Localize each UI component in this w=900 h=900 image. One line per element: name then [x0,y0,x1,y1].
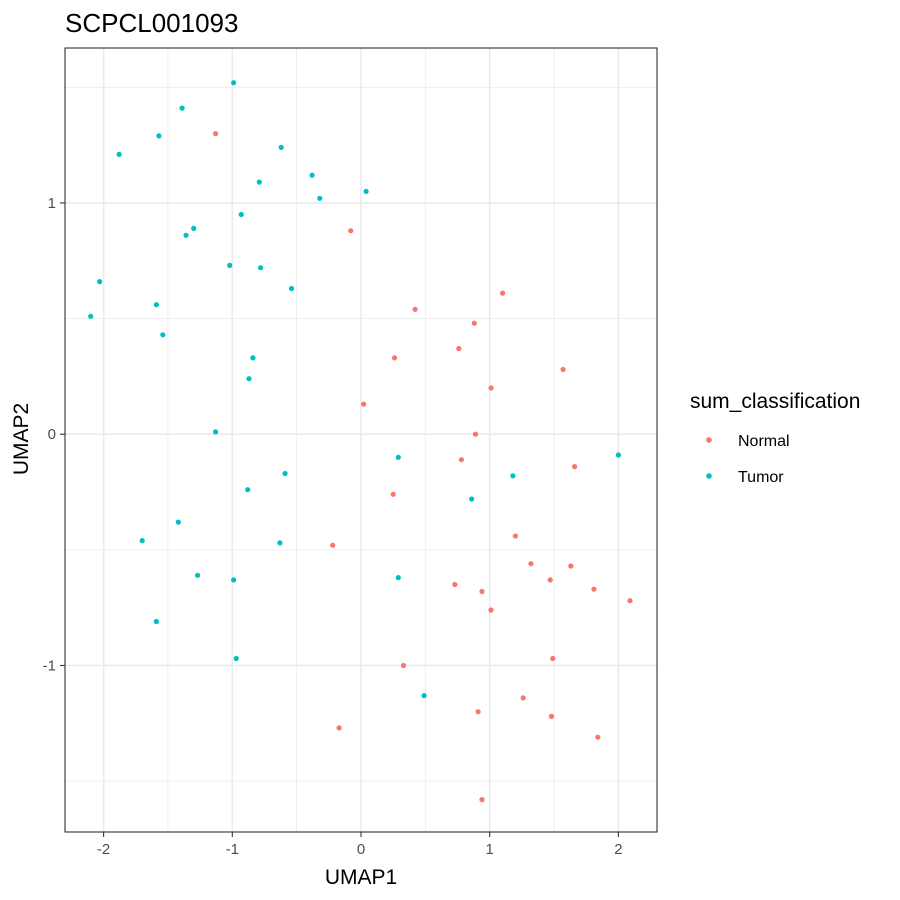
data-point-normal [568,563,574,569]
x-tick-label: 2 [614,841,622,858]
data-point-tumor [277,540,283,546]
data-point-tumor [363,188,369,194]
data-point-tumor [231,577,237,583]
major-gridlines [65,48,657,832]
data-point-tumor [421,693,427,699]
y-axis-title: UMAP2 [10,403,33,475]
data-point-normal [336,725,342,731]
data-point-normal [361,401,367,407]
x-axis-title: UMAP1 [325,866,397,889]
x-tick-label: 0 [357,841,365,858]
data-point-tumor [227,262,233,268]
data-point-tumor [288,285,295,292]
data-point-normal [520,695,526,701]
data-point-normal [390,491,396,497]
data-point-tumor [469,496,475,502]
data-point-tumor [231,80,237,86]
data-point-normal [412,306,418,312]
data-point-tumor [153,302,159,308]
data-point-normal [458,457,464,463]
data-point-tumor [615,452,622,458]
data-point-tumor [246,376,252,382]
data-point-normal [400,662,407,669]
data-point-normal [550,655,556,662]
data-point-normal [488,385,494,391]
x-tick-label: -1 [226,841,239,858]
data-point-normal [572,464,578,470]
legend-key-normal [706,437,712,443]
data-point-tumor [233,655,239,662]
plot-panel [64,47,658,833]
y-tick-label: 0 [48,426,56,443]
data-point-tumor [97,279,103,285]
data-point-tumor [395,575,401,581]
data-point-tumor [256,179,262,185]
chart-title: SCPCL001093 [65,8,238,38]
data-point-normal [391,355,398,361]
data-point-tumor [116,151,122,157]
data-point-tumor [160,332,166,338]
x-tick-label: 1 [486,841,494,858]
data-point-normal [627,598,633,604]
legend: sum_classification Normal Tumor [690,390,860,486]
data-point-normal [471,320,477,326]
data-point-normal [500,290,506,296]
data-point-tumor [278,144,284,150]
data-point-normal [547,577,553,583]
data-point-tumor [139,538,145,544]
data-point-normal [548,713,555,720]
y-tick-label: -1 [43,657,56,674]
legend-label-normal: Normal [738,433,790,450]
legend-label-tumor: Tumor [738,469,784,486]
data-point-normal [591,586,597,592]
data-point-normal [528,561,534,567]
data-points [88,80,633,803]
data-point-tumor [282,470,288,477]
legend-key-tumor [706,473,712,479]
data-point-normal [479,588,485,595]
data-point-tumor [510,473,516,479]
legend-items: Normal Tumor [706,433,790,486]
data-point-tumor [395,454,401,460]
data-point-tumor [213,429,219,435]
data-point-normal [512,533,519,539]
data-point-normal [488,607,494,613]
data-point-normal [452,581,458,588]
x-axis: -2 -1 0 1 2 [97,832,623,858]
data-point-tumor [245,487,251,493]
data-point-tumor [88,313,94,319]
data-point-tumor [156,133,162,139]
data-point-tumor [309,172,315,178]
legend-title: sum_classification [690,390,860,413]
data-point-tumor [175,519,181,525]
data-point-normal [330,542,336,548]
data-point-normal [475,709,481,715]
data-point-normal [595,734,601,740]
data-point-normal [348,228,354,234]
x-tick-label: -2 [97,841,110,858]
data-point-tumor [258,265,264,271]
data-point-tumor [250,355,256,361]
data-point-normal [472,431,479,437]
y-tick-label: 1 [48,195,56,212]
data-point-normal [479,797,485,803]
data-point-normal [456,346,462,352]
data-point-tumor [183,232,189,238]
data-point-tumor [191,225,197,231]
y-axis: -1 0 1 [43,195,65,674]
data-point-normal [560,366,566,373]
data-point-tumor [153,618,159,625]
data-point-tumor [238,211,244,218]
data-point-tumor [317,195,323,201]
data-point-tumor [195,572,201,578]
data-point-normal [213,131,219,137]
data-point-tumor [179,105,185,111]
